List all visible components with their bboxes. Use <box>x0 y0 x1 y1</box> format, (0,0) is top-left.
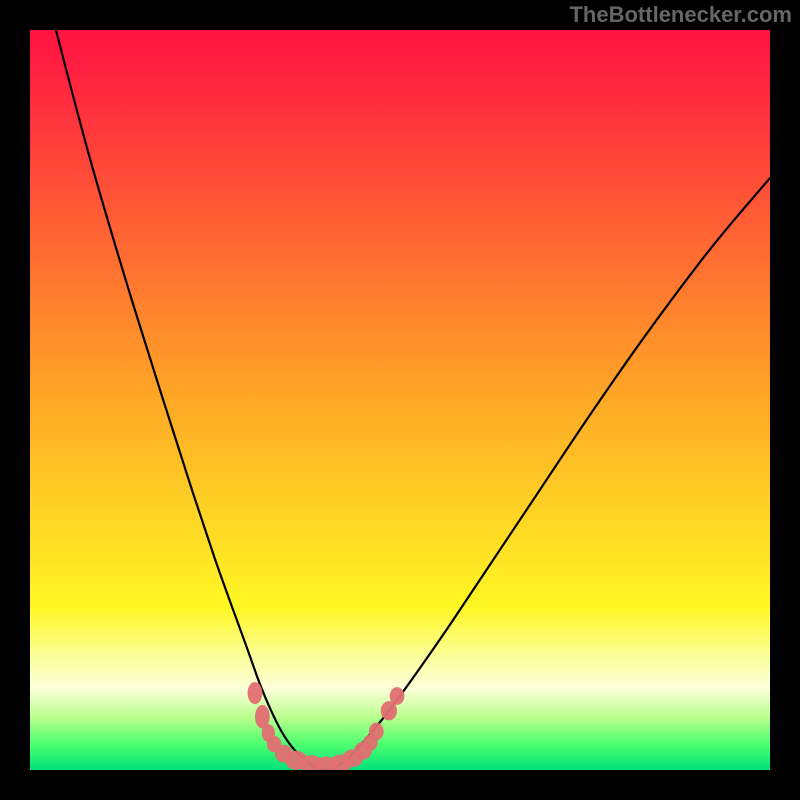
watermark-text: TheBottlenecker.com <box>569 2 792 28</box>
bottleneck-chart <box>30 30 770 770</box>
data-point-blob <box>390 687 405 705</box>
plot-background <box>30 30 770 770</box>
data-point-blob <box>369 723 384 741</box>
chart-frame: TheBottlenecker.com <box>0 0 800 800</box>
data-point-blob <box>248 682 263 704</box>
